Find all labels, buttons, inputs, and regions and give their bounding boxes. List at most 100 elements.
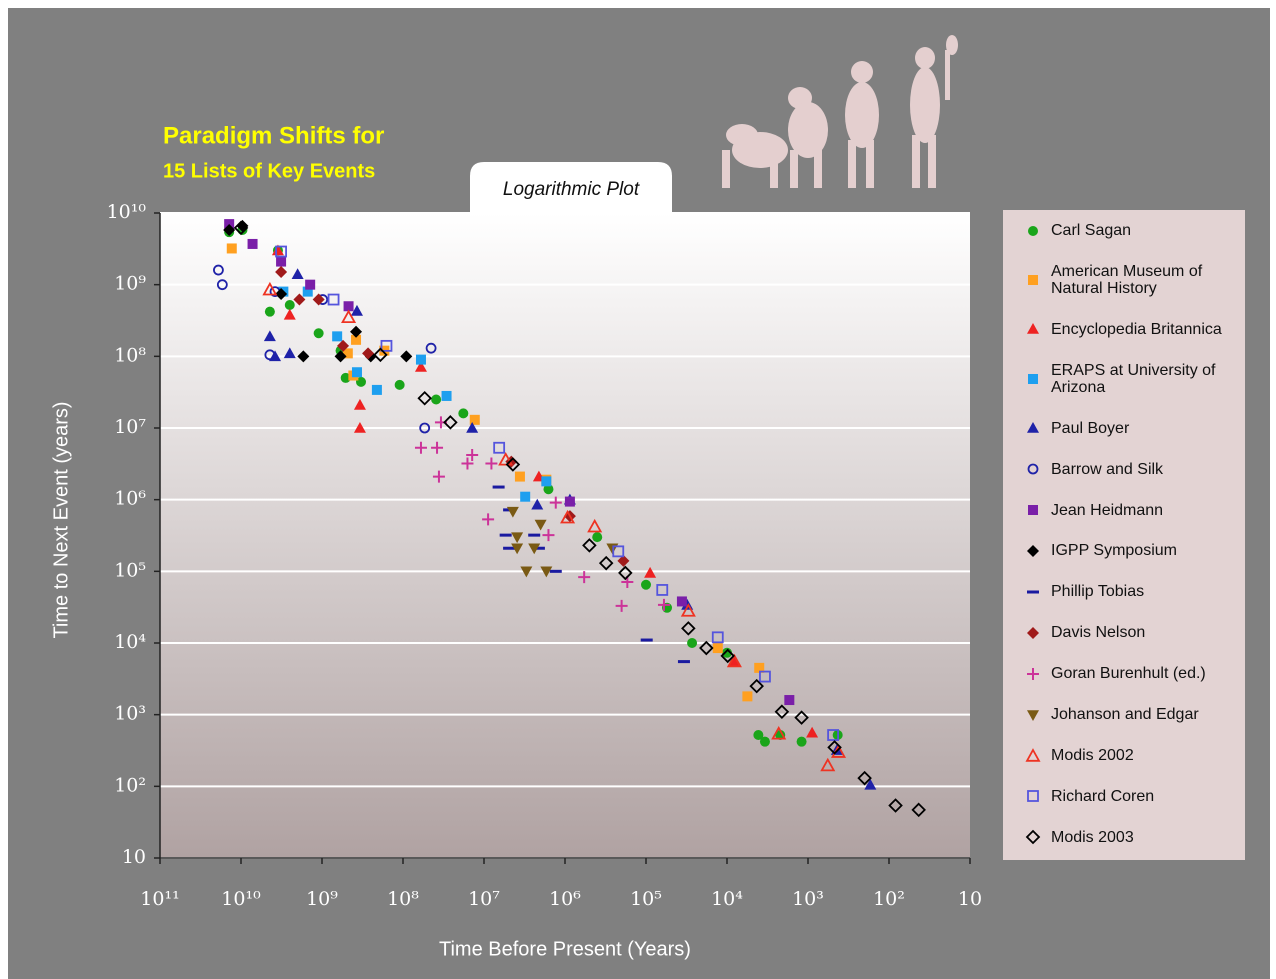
legend-marker [1027,709,1039,721]
legend-label: Goran Burenhult (ed.) [1051,665,1206,683]
data-point [864,778,877,790]
legend-marker [1025,830,1041,845]
data-point [911,802,926,818]
data-point [343,301,354,312]
legend-marker [1027,422,1039,433]
data-point [276,256,287,267]
y-tick-label: 10 [122,846,146,868]
data-point [827,740,842,755]
data-point [711,631,724,644]
legend-label: Paul Boyer [1051,419,1130,437]
legend-symbol [1028,373,1038,384]
data-point [414,441,427,454]
data-point [482,513,495,526]
data-point [353,398,366,410]
data-point [680,603,696,617]
data-point [722,647,732,658]
data-point [618,565,633,581]
data-point [564,496,575,507]
y-tick-label: 10³ [114,703,146,725]
legend-label: IGPP Symposium [1051,542,1177,560]
data-point [493,441,506,454]
legend-marker [1027,626,1039,639]
legend-entry: Jean Heidmann [1025,502,1241,519]
legend-entry: Carl Sagan [1025,222,1241,239]
data-point [353,422,366,433]
chart-title: Paradigm Shifts for [163,122,384,149]
data-point [543,484,554,495]
data-point [233,220,249,236]
legend-entry: Johanson and Edgar [1025,706,1241,723]
legend-symbol [1025,830,1041,845]
legend-symbol [1027,709,1039,721]
legend-symbol [1027,544,1039,557]
legend-entry: American Museum of Natural History [1025,263,1241,297]
legend-entry: IGPP Symposium [1025,542,1241,559]
data-point [351,367,362,378]
legend-entry: Goran Burenhult (ed.) [1025,665,1241,682]
legend-symbol [1028,505,1038,516]
legend-symbol [1028,225,1038,236]
legend-marker [1027,463,1039,475]
data-point [415,354,426,365]
data-point [720,648,735,664]
legend-label: Johanson and Edgar [1051,706,1199,724]
data-point [213,264,224,276]
data-point [216,279,228,291]
data-point [362,347,375,360]
data-point [582,538,597,553]
data-point [520,491,531,502]
x-axis-label: Time Before Present (Years) [439,938,691,960]
data-point [549,496,562,509]
data-point [511,532,524,544]
data-point [531,498,544,510]
data-point [271,244,284,256]
data-point [226,243,237,254]
data-point [417,390,432,406]
data-point [796,736,807,747]
data-point [466,422,479,433]
data-point [373,347,388,363]
data-point [223,223,236,236]
data-point [441,390,452,401]
data-point [578,571,591,584]
data-point [827,729,839,741]
data-point [284,300,295,311]
legend-marker [1028,505,1038,516]
data-point [857,770,872,786]
legend-marker [1025,747,1041,762]
data-point [334,350,347,363]
y-axis-label: Time to Next Event (years) [50,401,72,638]
legend-symbol [1027,323,1039,335]
data-point [528,543,541,555]
data-point [275,245,287,258]
legend-label: Jean Heidmann [1051,501,1164,519]
x-tick-label: 10³ [792,888,824,910]
data-point [275,266,288,279]
chart-subtitle: 15 Lists of Key Events [163,160,375,182]
data-point [297,350,310,363]
data-point [540,566,553,578]
legend-label: ERAPS at University of Arizona [1051,361,1216,396]
data-point [592,532,603,543]
data-point [431,441,444,454]
data-point [485,457,498,470]
legend-entry: Phillip Tobias [1025,583,1241,600]
data-point [775,730,786,741]
data-point [264,349,276,361]
legend-symbol [1027,626,1039,639]
annotation-tab [470,162,672,213]
data-point [742,691,753,702]
data-point [461,457,474,470]
data-point [514,471,525,482]
legend-marker [1028,373,1038,384]
x-tick-label: 10¹¹ [140,888,179,910]
data-point [784,695,795,706]
legend-symbol [1027,667,1039,680]
data-point [337,339,350,352]
data-point [820,757,836,772]
legend-label: American Museum of Natural History [1051,262,1203,297]
data-point [466,449,479,461]
legend-entry: Modis 2003 [1025,829,1241,846]
data-point [726,653,742,668]
